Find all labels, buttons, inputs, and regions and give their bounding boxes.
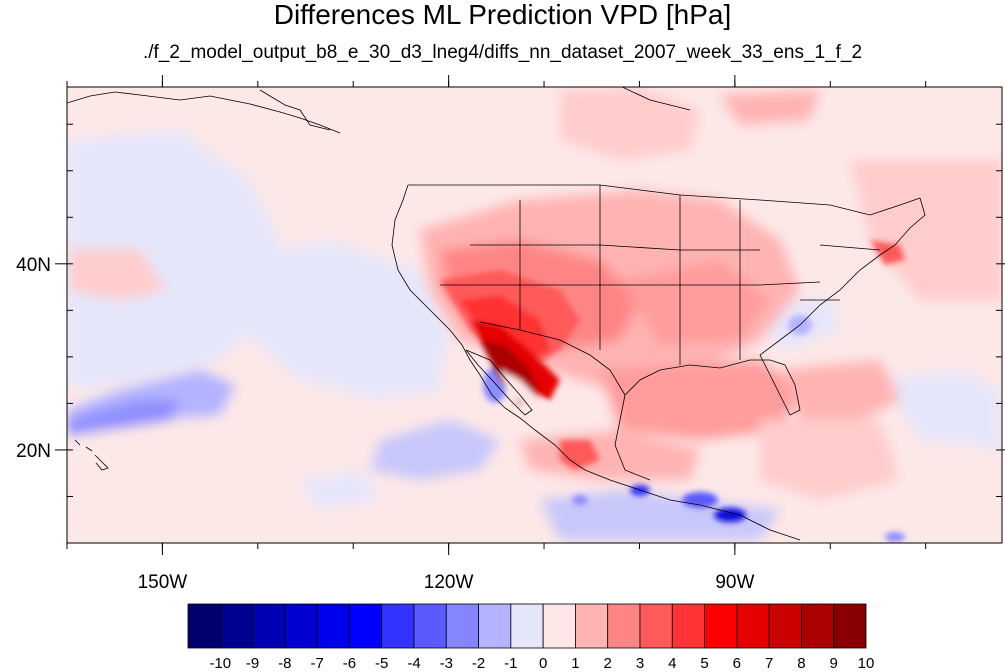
colorbar-label: 9 [830, 655, 838, 672]
lon-tick-label: 90W [715, 572, 754, 593]
colorbar-swatch [381, 603, 415, 649]
colorbar-swatch [542, 603, 576, 649]
colorbar-label: 2 [604, 655, 612, 672]
alaska-panhandle [259, 89, 331, 131]
strong-positive-regions [440, 240, 905, 470]
colorbar-label: -3 [440, 655, 453, 672]
axis-tick-labels: 150W 120W 90W 40N 20N [16, 255, 754, 593]
colorbar-swatch [349, 603, 383, 649]
colorbar-swatch [575, 603, 609, 649]
colorbar-label: -5 [375, 655, 388, 672]
map-plot-area [66, 86, 1003, 544]
colorbar-swatch [445, 603, 479, 649]
lon-tick-label: 120W [424, 572, 474, 593]
colorbar-label: -8 [278, 655, 291, 672]
colorbar-label: 1 [571, 655, 579, 672]
colorbar-label: 0 [539, 655, 547, 672]
colorbar-swatch [833, 603, 867, 649]
difference-field [67, 88, 1002, 542]
coastlines-and-borders [67, 87, 926, 541]
lat-tick-label: 40N [16, 255, 51, 276]
map-subtitle: ./f_2_model_output_b8_e_30_d3_lneg4/diff… [142, 42, 863, 63]
colorbar-swatch [316, 603, 350, 649]
map-frame [66, 86, 1003, 544]
canada-us-border [408, 184, 921, 216]
baja-california [465, 349, 533, 416]
map-title: Differences ML Prediction VPD [hPa] [273, 0, 732, 30]
lat-tick-label: 20N [16, 441, 51, 462]
negative-anomaly-regions [67, 130, 1002, 540]
colorbar-label: 8 [797, 655, 805, 672]
hawaii-islands [74, 439, 109, 471]
colorbar-swatch [284, 603, 318, 649]
colorbar: -10 -9 -8 -7 -6 -5 -4 -3 -2 -1 0 1 2 3 4 5 6 7 8 9 10 [187, 603, 875, 672]
state-boundaries-3 [519, 185, 741, 365]
central-america-coastline [699, 504, 801, 541]
colorbar-label: 7 [765, 655, 773, 672]
colorbar-label: -9 [246, 655, 259, 672]
colorbar-label: 6 [733, 655, 741, 672]
colorbar-swatch [219, 603, 253, 649]
colorbar-swatch [413, 603, 447, 649]
state-boundaries-4 [800, 244, 881, 301]
colorbar-label: 5 [700, 655, 708, 672]
colorbar-label: -7 [310, 655, 323, 672]
pacific-coastline [391, 184, 701, 506]
colorbar-swatch [187, 603, 221, 649]
state-boundaries-2 [440, 281, 821, 286]
hudson-bay-edge [621, 87, 691, 111]
colorbar-label: -2 [472, 655, 485, 672]
colorbar-label: -1 [504, 655, 517, 672]
colorbar-label: 10 [858, 655, 875, 672]
colorbar-swatch [704, 603, 738, 649]
colorbar-swatch [607, 603, 641, 649]
colorbar-swatch [252, 603, 286, 649]
colorbar-swatch [510, 603, 544, 649]
colorbar-swatch [768, 603, 802, 649]
colorbar-label: 3 [636, 655, 644, 672]
colorbar-swatch [736, 603, 770, 649]
colorbar-label: -4 [407, 655, 420, 672]
colorbar-swatch [478, 603, 512, 649]
axis-ticks [55, 75, 1005, 555]
colorbar-swatch [801, 603, 835, 649]
colorbar-swatch [639, 603, 673, 649]
colorbar-label: -10 [209, 655, 231, 672]
colorbar-swatch [671, 603, 705, 649]
gulf-and-atlantic-coastline [624, 197, 926, 416]
colorbar-label: -6 [343, 655, 356, 672]
us-mexico-border [479, 321, 626, 396]
lon-tick-label: 150W [138, 572, 188, 593]
colorbar-label: 4 [668, 655, 676, 672]
mexico-gulf-coastline [614, 394, 651, 481]
